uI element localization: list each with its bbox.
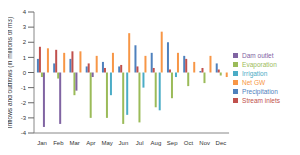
svg-text:-4: -4 [21, 130, 27, 136]
svg-text:1: 1 [23, 55, 27, 61]
svg-text:May: May [101, 140, 112, 146]
svg-text:Jan: Jan [37, 140, 47, 146]
html-text:Net GW: Net GW [242, 78, 266, 86]
svg-text:Jun: Jun [119, 140, 129, 146]
html-text:Evaporation: Evaporation [242, 60, 277, 68]
svg-text:Oct: Oct [184, 140, 194, 146]
svg-text:Inflows and outflows (in milli: Inflows and outflows (in millions of m3) [8, 17, 14, 128]
svg-text:Mar: Mar [69, 140, 79, 146]
svg-text:-2: -2 [21, 100, 27, 106]
svg-text:3: 3 [23, 24, 27, 30]
svg-text:0: 0 [23, 70, 27, 76]
html-text:Dam outlet: Dam outlet [242, 51, 274, 59]
svg-text:Aug: Aug [151, 140, 162, 146]
svg-text:-3: -3 [21, 115, 27, 121]
svg-text:Apr: Apr [86, 140, 95, 146]
svg-text:2: 2 [23, 39, 27, 45]
svg-text:Dec: Dec [216, 140, 227, 146]
svg-text:Nov: Nov [199, 140, 210, 146]
svg-text:Jul: Jul [136, 140, 144, 146]
svg-text:Feb: Feb [53, 140, 64, 146]
svg-text:Sep: Sep [167, 140, 178, 146]
svg-text:-1: -1 [21, 85, 27, 91]
svg-text:4: 4 [23, 9, 27, 15]
html-text:Irrigation: Irrigation [242, 69, 268, 77]
html-text:Precipitation: Precipitation [242, 87, 278, 95]
html-text:Stream inlets: Stream inlets [242, 96, 280, 104]
